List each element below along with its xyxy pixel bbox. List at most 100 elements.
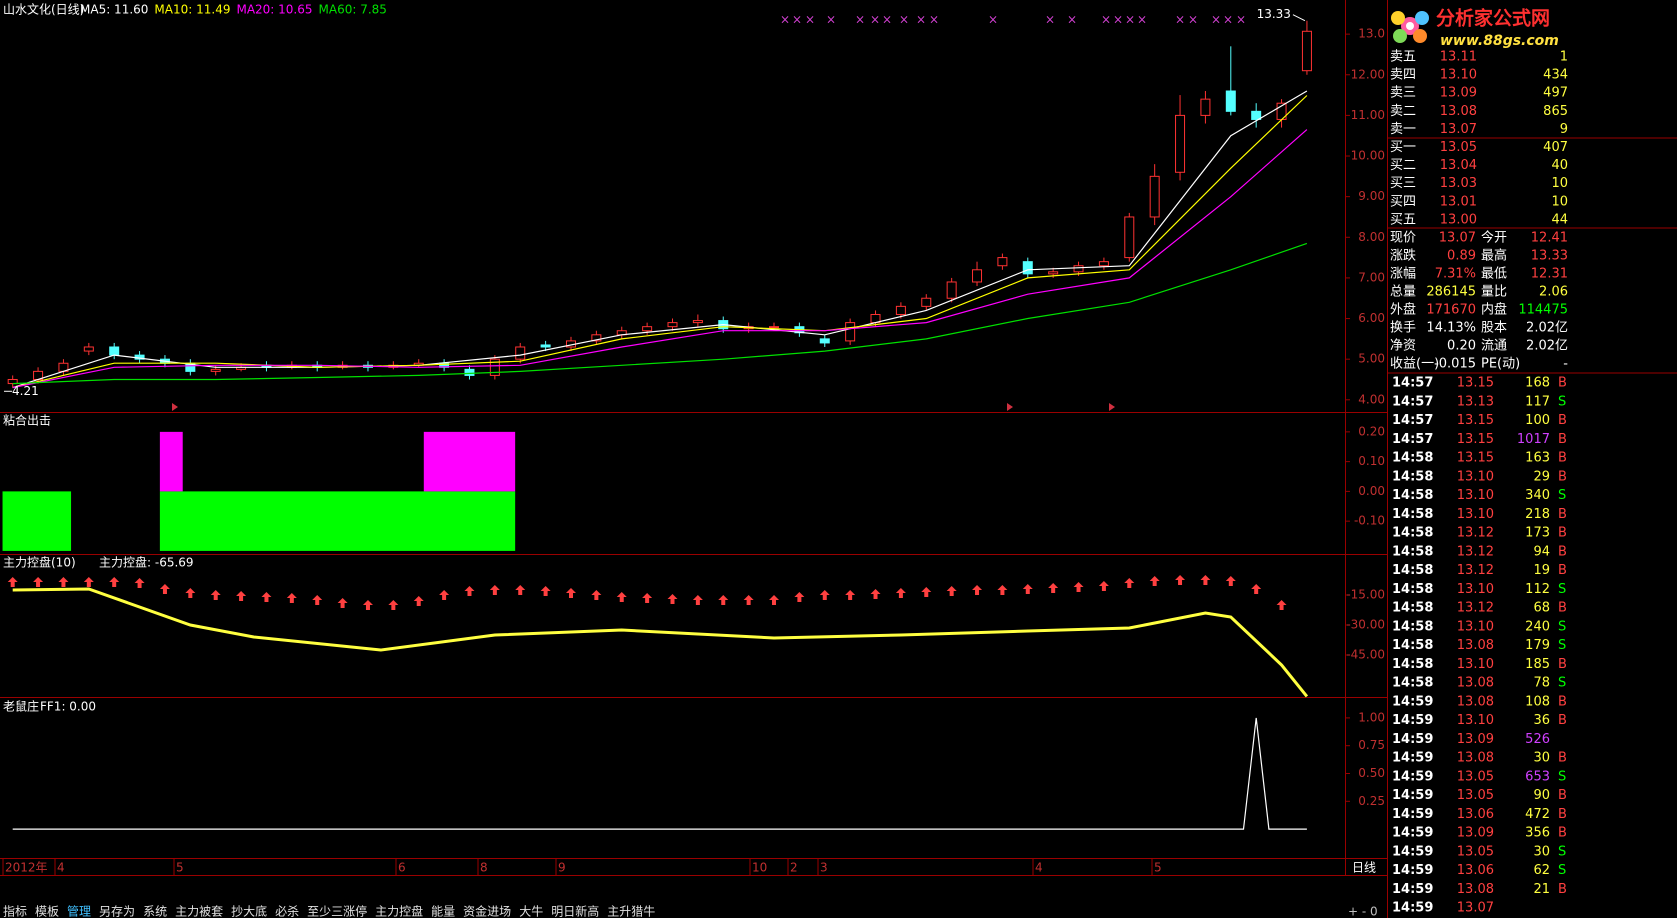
- tick-time: 14:59: [1392, 863, 1433, 878]
- arrow-marker: [159, 584, 170, 594]
- scroll-controls[interactable]: + - 0: [1348, 905, 1378, 918]
- stat-label: 最高: [1481, 248, 1507, 264]
- y-tick-label: -30.00: [1346, 618, 1385, 632]
- tab[interactable]: 明日新高: [551, 904, 599, 918]
- book-volume: 44: [1551, 212, 1568, 227]
- tick-time: 14:59: [1392, 807, 1433, 822]
- bar: [2, 491, 72, 551]
- arrow-marker: [185, 588, 196, 598]
- x-tick-label: 9: [558, 861, 566, 875]
- tab[interactable]: 能量: [431, 905, 455, 918]
- logo-url: www.88gs.com: [1440, 33, 1559, 49]
- panel-subtitle: FF1: 0.00: [40, 700, 96, 714]
- tick-side: B: [1558, 469, 1567, 484]
- candle-body: [540, 344, 551, 348]
- tab[interactable]: 主升猎牛: [607, 904, 655, 918]
- tick-time: 14:59: [1392, 732, 1433, 747]
- book-price: 13.04: [1440, 158, 1477, 173]
- tick-price: 13.06: [1457, 807, 1494, 822]
- arrow-marker: [388, 600, 399, 610]
- tick-price: 13.10: [1457, 488, 1494, 503]
- x-tick-label: 4: [57, 861, 65, 875]
- arrow-marker: [565, 588, 576, 598]
- x-tick-label: 10: [752, 861, 767, 875]
- tick-volume: 218: [1525, 507, 1550, 522]
- tab[interactable]: 主力控盘: [375, 904, 423, 918]
- arrow-marker: [7, 577, 18, 587]
- signal-marker: ×: [1223, 13, 1233, 27]
- y-tick-label: 6.00: [1358, 311, 1385, 325]
- tab[interactable]: 主力被套: [175, 905, 223, 918]
- tick-time: 14:59: [1392, 694, 1433, 709]
- tab[interactable]: 系统: [143, 905, 167, 918]
- tab[interactable]: 资金进场: [463, 904, 511, 918]
- candle-body: [464, 368, 475, 376]
- line: [12, 242, 1308, 385]
- tick-price: 13.12: [1457, 544, 1494, 559]
- tick-side: B: [1558, 451, 1567, 466]
- tab[interactable]: 至少三涨停: [307, 904, 367, 918]
- tick-time: 14:58: [1392, 469, 1433, 484]
- candle-body: [1200, 98, 1211, 116]
- arrow-marker: [667, 594, 678, 604]
- x-tick-label: 6: [398, 861, 406, 875]
- arrow-marker: [1098, 581, 1109, 591]
- book-volume: 407: [1543, 140, 1568, 155]
- tick-volume: 340: [1525, 488, 1550, 503]
- tick-side: S: [1558, 863, 1566, 878]
- signal-marker: ×: [929, 13, 939, 27]
- high-label: 13.33: [1257, 7, 1291, 21]
- tab[interactable]: 模板: [35, 905, 59, 918]
- book-label: 卖一: [1390, 122, 1416, 137]
- arrow-marker: [921, 587, 932, 597]
- tick-price: 13.08: [1457, 676, 1494, 691]
- tab[interactable]: 管理: [67, 904, 91, 918]
- x-tick-label: 5: [176, 861, 184, 875]
- candle-body: [515, 346, 526, 360]
- arrow-marker: [1022, 584, 1033, 594]
- tab[interactable]: 指标: [3, 904, 27, 918]
- tick-price: 13.09: [1457, 826, 1494, 841]
- arrow-marker: [337, 598, 348, 608]
- signal-marker: ×: [780, 13, 790, 27]
- tab[interactable]: 必杀: [275, 904, 299, 918]
- tick-time: 14:58: [1392, 488, 1433, 503]
- y-tick-label: 13.0: [1358, 27, 1385, 41]
- tick-volume: 68: [1533, 601, 1550, 616]
- signal-marker: ×: [1211, 13, 1221, 27]
- tick-side: B: [1558, 413, 1567, 428]
- tick-price: 13.10: [1457, 469, 1494, 484]
- tick-price: 13.08: [1457, 882, 1494, 897]
- tick-side: B: [1558, 751, 1567, 766]
- tick-side: B: [1558, 601, 1567, 616]
- tab[interactable]: 大牛: [519, 904, 543, 918]
- tick-price: 13.13: [1457, 394, 1494, 409]
- line: [12, 129, 1308, 389]
- arrow-marker: [1048, 583, 1059, 593]
- tick-side: S: [1558, 638, 1566, 653]
- y-tick-label: 0.00: [1358, 484, 1385, 498]
- tick-price: 13.15: [1457, 413, 1494, 428]
- candle-body: [921, 297, 932, 307]
- candle-body: [895, 305, 906, 315]
- candle-body: [819, 338, 830, 344]
- bar: [159, 491, 516, 551]
- tick-side: S: [1558, 582, 1566, 597]
- y-tick-label: -0.10: [1354, 514, 1385, 528]
- tab[interactable]: 另存为: [99, 905, 135, 918]
- y-tick-label: 9.00: [1358, 189, 1385, 203]
- tick-volume: 1017: [1517, 432, 1550, 447]
- tick-price: 13.05: [1457, 769, 1494, 784]
- book-label: 买一: [1390, 140, 1416, 155]
- stat-label: 最低: [1481, 267, 1507, 282]
- arrow-marker: [413, 596, 424, 606]
- arrow-marker: [794, 592, 805, 602]
- book-label: 买二: [1390, 158, 1416, 173]
- signal-triangle: [1007, 403, 1013, 411]
- book-volume: 40: [1551, 158, 1568, 173]
- y-tick-label: 0.75: [1358, 738, 1385, 752]
- stat-label: PE(动): [1481, 357, 1520, 372]
- tab[interactable]: 抄大底: [231, 904, 267, 918]
- bar: [159, 431, 183, 492]
- arrow-marker: [58, 577, 69, 587]
